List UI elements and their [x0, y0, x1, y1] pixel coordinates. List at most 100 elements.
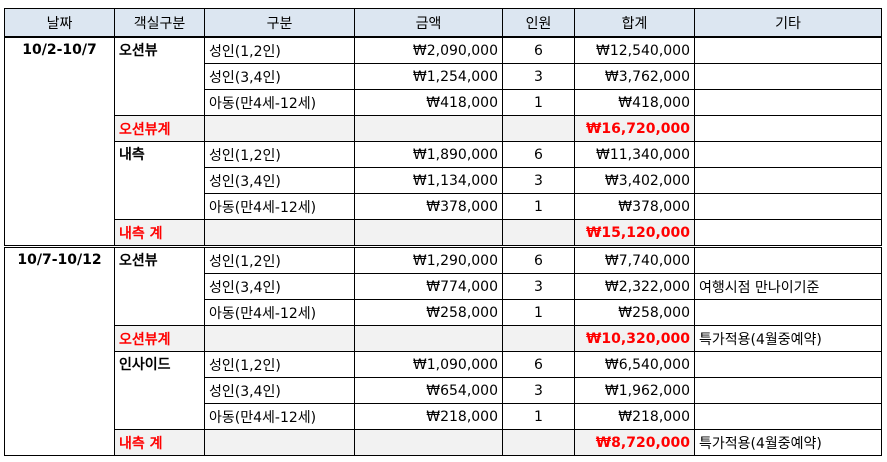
table-row: 내측 성인(1,2인) ₩1,890,000 6 ₩11,340,000 [5, 141, 882, 220]
price-cell: ₩418,000 [354, 89, 503, 116]
subtotal-empty [354, 115, 503, 142]
price-cell: ₩378,000 [354, 193, 503, 220]
subtotal-label: 내측 계 [114, 429, 205, 456]
table-row: 10/7-10/12 오션뷰 성인(1,2인) ₩1,290,000 6 ₩7,740,0… [4, 245, 882, 456]
total-cell: ₩1,962,000 [574, 377, 695, 404]
price-cell: ₩1,254,000 [354, 63, 503, 90]
people-cell: 1 [502, 193, 575, 220]
category-cell: 성인(3,4인) [204, 63, 355, 90]
note-cell [694, 245, 882, 274]
header-note: 기타 [694, 8, 882, 38]
table-row: 인사이드 성인(1,2인) ₩1,090,000 6 ₩6,540,000 [5, 351, 882, 430]
note-cell [694, 36, 882, 64]
people-cell: 1 [502, 299, 575, 326]
header-category: 구분 [204, 8, 355, 38]
header-date: 날짜 [4, 8, 115, 38]
subtotal-empty [204, 115, 355, 142]
people-cell: 6 [502, 36, 575, 64]
people-cell: 6 [502, 141, 575, 168]
category-cell: 성인(1,2인) [204, 141, 355, 168]
people-cell: 1 [502, 89, 575, 116]
total-cell: ₩218,000 [574, 403, 695, 430]
header-room-type: 객실구분 [114, 8, 205, 38]
people-cell: 3 [502, 273, 575, 300]
total-cell: ₩3,762,000 [574, 63, 695, 90]
category-cell: 아동(만4세-12세) [204, 193, 355, 220]
subtotal-empty [354, 219, 503, 247]
subtotal-empty [204, 325, 355, 352]
people-cell: 3 [502, 167, 575, 194]
people-cell: 3 [502, 377, 575, 404]
price-cell: ₩1,290,000 [354, 245, 503, 274]
subtotal-empty [502, 115, 575, 142]
total-cell: ₩7,740,000 [574, 245, 695, 274]
table-row: 10/2-10/7 오션뷰 성인(1,2인) ₩2,090,000 6 ₩12,540,0… [4, 36, 882, 247]
price-cell: ₩2,090,000 [354, 36, 503, 64]
subtotal-row: 오션뷰계 ₩16,720,000 [5, 115, 882, 142]
note-cell [694, 167, 882, 194]
category-cell: 성인(1,2인) [204, 245, 355, 274]
period-date: 10/7-10/12 [4, 245, 115, 456]
total-cell: ₩258,000 [574, 299, 695, 326]
note-cell [694, 377, 882, 404]
subtotal-empty [502, 325, 575, 352]
category-cell: 성인(3,4인) [204, 167, 355, 194]
subtotal-note [694, 219, 882, 247]
category-cell: 성인(3,4인) [204, 377, 355, 404]
price-table: 날짜 객실구분 구분 금액 인원 합계 기타 10/2-10/7 오션뷰 성인(1,… [4, 8, 882, 456]
total-cell: ₩11,340,000 [574, 141, 695, 168]
note-cell [694, 403, 882, 430]
note-cell [694, 299, 882, 326]
table-row: 성인(3,4인) ₩1,134,000 3 ₩3,402,000 [5, 167, 882, 194]
subtotal-amount: ₩8,720,000 [574, 429, 695, 456]
header-price: 금액 [354, 8, 503, 38]
subtotal-row: 오션뷰계 ₩10,320,000 특가적용(4월중예약) [5, 325, 882, 352]
room-type-name: 내측 [114, 141, 205, 220]
subtotal-amount: ₩16,720,000 [574, 115, 695, 142]
header-people: 인원 [502, 8, 575, 38]
subtotal-row: 내측 계 ₩15,120,000 [5, 219, 882, 247]
period-date: 10/2-10/7 [4, 36, 115, 247]
room-type-name: 오션뷰 [114, 36, 205, 116]
subtotal-note: 특가적용(4월중예약) [694, 429, 882, 456]
subtotal-amount: ₩10,320,000 [574, 325, 695, 352]
note-cell [694, 193, 882, 220]
header-total: 합계 [574, 8, 695, 38]
price-cell: ₩258,000 [354, 299, 503, 326]
people-cell: 6 [502, 351, 575, 378]
category-cell: 아동(만4세-12세) [204, 89, 355, 116]
subtotal-empty [204, 219, 355, 247]
people-cell: 1 [502, 403, 575, 430]
subtotal-amount: ₩15,120,000 [574, 219, 695, 247]
note-cell [694, 63, 882, 90]
table-row: 성인(3,4인) ₩1,254,000 3 ₩3,762,000 [5, 63, 882, 90]
note-cell [694, 141, 882, 168]
category-cell: 성인(3,4인) [204, 273, 355, 300]
subtotal-label: 오션뷰계 [114, 325, 205, 352]
note-cell: 여행시점 만나이기준 [694, 273, 882, 300]
people-cell: 6 [502, 245, 575, 274]
subtotal-empty [354, 429, 503, 456]
subtotal-empty [502, 219, 575, 247]
category-cell: 성인(1,2인) [204, 351, 355, 378]
subtotal-label: 내측 계 [114, 219, 205, 247]
price-cell: ₩654,000 [354, 377, 503, 404]
category-cell: 성인(1,2인) [204, 36, 355, 64]
price-cell: ₩1,090,000 [354, 351, 503, 378]
total-cell: ₩2,322,000 [574, 273, 695, 300]
total-cell: ₩418,000 [574, 89, 695, 116]
subtotal-note [694, 115, 882, 142]
subtotal-empty [502, 429, 575, 456]
price-cell: ₩218,000 [354, 403, 503, 430]
note-cell [694, 351, 882, 378]
total-cell: ₩378,000 [574, 193, 695, 220]
total-cell: ₩12,540,000 [574, 36, 695, 64]
price-cell: ₩774,000 [354, 273, 503, 300]
subtotal-row: 내측 계 ₩8,720,000 특가적용(4월중예약) [5, 429, 882, 456]
price-cell: ₩1,890,000 [354, 141, 503, 168]
total-cell: ₩3,402,000 [574, 167, 695, 194]
room-type-name: 인사이드 [114, 351, 205, 430]
table-row: 성인(3,4인) ₩654,000 3 ₩1,962,000 [5, 377, 882, 404]
category-cell: 아동(만4세-12세) [204, 299, 355, 326]
table-row: 아동(만4세-12세) ₩378,000 1 ₩378,000 [5, 193, 882, 220]
